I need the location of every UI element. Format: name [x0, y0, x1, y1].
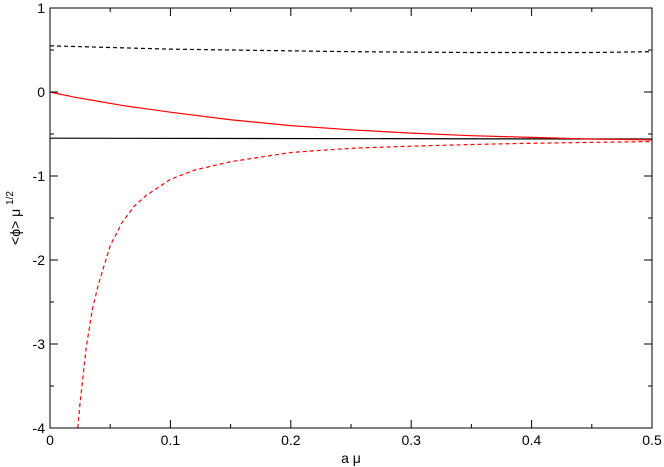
series-line-4	[77, 140, 653, 429]
labels-layer: 0 0.1 0.2 0.3 0.4 0.5 1 0 -1 -2 -3 -4	[33, 0, 662, 448]
y-tick-label: 1	[37, 0, 45, 16]
y-axis-label: <ϕ> μ 1/2	[5, 191, 23, 245]
y-tick-label: -2	[33, 252, 46, 268]
series-line-2	[49, 137, 653, 140]
x-tick-label: 0.2	[281, 432, 301, 448]
series-line-3	[49, 91, 653, 141]
y-tick-label: -4	[33, 420, 46, 436]
y-axis-label-base: <ϕ> μ	[7, 209, 23, 245]
y-tick-label: -3	[33, 336, 46, 352]
y-tick-label: 0	[37, 84, 45, 100]
series-layer	[49, 45, 653, 429]
x-tick-label: 0.3	[401, 432, 421, 448]
x-tick-label: 0	[46, 432, 54, 448]
plot-frame	[49, 7, 653, 429]
y-tick-label: -1	[33, 168, 46, 184]
x-tick-label: 0.4	[522, 432, 542, 448]
x-tick-label: 0.1	[161, 432, 181, 448]
x-axis-label: a μ	[341, 450, 361, 466]
y-axis-label-superscript: 1/2	[5, 191, 16, 205]
x-tick-label: 0.5	[642, 432, 662, 448]
ticks-layer	[49, 7, 653, 429]
series-line-1	[49, 45, 653, 54]
